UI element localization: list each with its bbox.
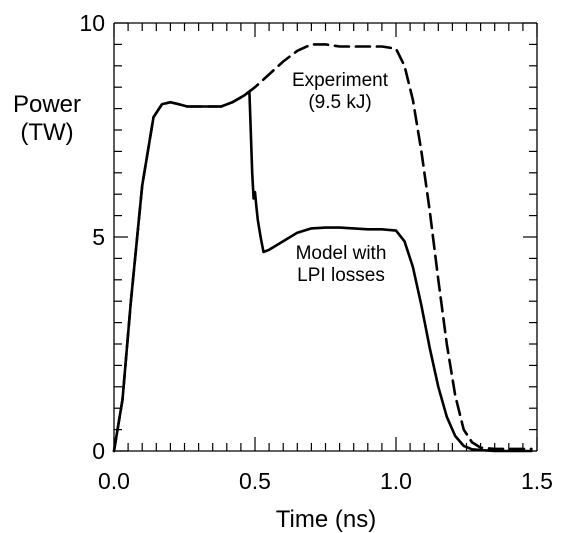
x-tick-label: 1.0	[380, 468, 412, 494]
axis-ticks	[113, 22, 538, 452]
annotation-model-line-1: Model with	[296, 243, 387, 264]
x-tick-label: 0.0	[98, 468, 130, 494]
series-lines	[112, 43, 533, 453]
model-solid-line	[112, 90, 533, 453]
x-axis-label: Time (ns)	[276, 506, 376, 533]
y-tick-label: 5	[92, 224, 105, 250]
annotation-experiment-line-1: Experiment	[292, 70, 389, 91]
x-tick-label: 0.5	[239, 468, 271, 494]
annotation-experiment-line-2: (9.5 kJ)	[308, 92, 371, 113]
y-tick-label: 0	[92, 438, 105, 464]
tick-labels: 0.0 0.5 1.0 1.5 0 5 10	[79, 10, 553, 494]
x-tick-label: 1.5	[521, 468, 553, 494]
annotation-model-line-2: LPI losses	[297, 265, 385, 286]
y-axis-label-line-2: (TW)	[20, 119, 73, 146]
y-tick-label: 10	[79, 10, 105, 36]
y-axis-label-line-1: Power	[13, 91, 81, 118]
